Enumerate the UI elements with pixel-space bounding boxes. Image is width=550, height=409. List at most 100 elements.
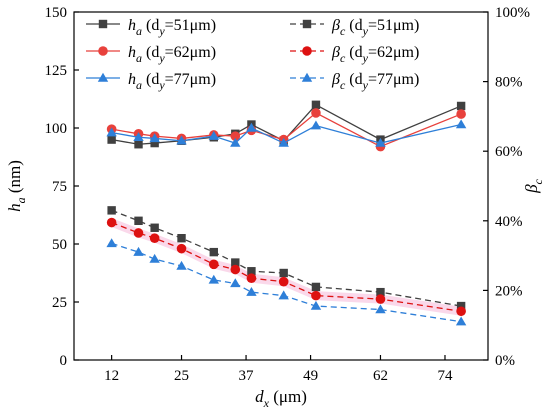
data-point xyxy=(455,316,467,326)
series xyxy=(107,206,466,311)
data-point xyxy=(311,282,321,292)
legend-item: ha (dy=77μm) xyxy=(86,71,216,92)
data-point xyxy=(375,294,386,304)
data-point xyxy=(133,246,144,256)
data-point xyxy=(311,108,321,118)
y-left-tick-label: 100 xyxy=(45,121,68,137)
y-right-tick-label: 20% xyxy=(495,283,523,299)
y-right-axis-label: βc xyxy=(522,178,545,193)
data-point xyxy=(311,290,321,301)
data-point xyxy=(375,137,386,147)
series-line xyxy=(111,209,462,307)
error-bands xyxy=(111,218,462,316)
data-point xyxy=(177,234,186,243)
y-left-axis-label: ha (nm) xyxy=(5,160,28,212)
x-tick-label: 25 xyxy=(174,368,189,384)
legend-label: ha (dy=77μm) xyxy=(128,71,216,92)
data-point xyxy=(106,217,117,228)
x-tick-label: 37 xyxy=(239,368,255,384)
y-left-tick-label: 150 xyxy=(45,5,68,21)
series-layer xyxy=(106,100,467,326)
data-point xyxy=(134,140,143,149)
data-point xyxy=(376,287,385,297)
legend-item: βc (dy=62μm) xyxy=(290,44,419,65)
legend-item: βc (dy=51μm) xyxy=(290,17,419,38)
data-point xyxy=(134,216,143,225)
legend-label: βc (dy=51μm) xyxy=(331,17,419,38)
data-point xyxy=(246,273,257,284)
legend-label: βc (dy=62μm) xyxy=(331,44,419,65)
x-tick-label: 49 xyxy=(303,368,318,384)
x-tick-label: 12 xyxy=(104,368,119,384)
data-point xyxy=(278,276,289,287)
data-point xyxy=(310,120,322,130)
y-left-tick-label: 0 xyxy=(60,353,68,369)
y-right-tick-label: 60% xyxy=(495,144,523,160)
series xyxy=(106,217,466,317)
y-left-tick-label: 50 xyxy=(52,237,67,253)
legend-item: ha (dy=62μm) xyxy=(86,44,216,65)
data-point xyxy=(230,137,241,147)
data-point xyxy=(278,137,289,147)
y-left-tick-label: 75 xyxy=(52,179,67,195)
series xyxy=(106,119,467,147)
data-point xyxy=(230,278,241,288)
legend-label: ha (dy=62μm) xyxy=(128,44,216,65)
y-right-tick-label: 40% xyxy=(495,214,523,230)
data-point xyxy=(455,119,467,129)
legend-swatch-marker xyxy=(302,46,312,56)
data-point xyxy=(247,267,256,276)
data-point xyxy=(106,238,117,248)
data-point xyxy=(278,290,289,300)
y-right-tick-label: 0% xyxy=(495,353,515,369)
data-point xyxy=(208,259,219,270)
data-point xyxy=(456,306,466,317)
x-tick-label: 62 xyxy=(373,368,388,384)
error-band xyxy=(111,218,462,316)
data-point xyxy=(176,243,187,254)
legend-swatch-marker xyxy=(98,46,108,56)
data-point xyxy=(246,122,257,132)
data-point xyxy=(107,135,116,144)
data-point xyxy=(209,247,218,257)
data-point xyxy=(231,258,240,267)
x-tick-label: 74 xyxy=(437,368,453,384)
data-point xyxy=(208,274,219,284)
legend-item: ha (dy=51μm) xyxy=(86,17,216,38)
data-point xyxy=(311,100,321,109)
legend-swatch-marker xyxy=(302,19,312,29)
data-point xyxy=(310,300,322,310)
data-point xyxy=(230,131,241,141)
data-point xyxy=(246,286,257,296)
legend-swatch-marker xyxy=(301,72,313,82)
data-point xyxy=(149,233,160,243)
data-point xyxy=(106,127,117,137)
data-point xyxy=(456,301,466,311)
legend: ha (dy=51μm) ha (dy=62μm) ha (dy=77μm) βc (… xyxy=(86,17,419,92)
legend-item: βc (dy=77μm) xyxy=(290,71,419,92)
data-point xyxy=(375,304,386,314)
data-point xyxy=(150,223,159,232)
data-point xyxy=(149,253,160,263)
axes: 0 25 50 75 100 125 150 0% 20% 40% 60% 80% 100% 12 25 37… xyxy=(5,5,545,409)
legend-swatch-marker xyxy=(98,19,108,29)
data-point xyxy=(230,264,241,275)
data-point xyxy=(133,228,144,238)
legend-label: βc (dy=77μm) xyxy=(331,71,419,92)
data-point xyxy=(149,133,160,143)
data-point xyxy=(150,138,159,148)
data-point xyxy=(107,206,116,215)
legend-swatch-marker xyxy=(97,72,109,82)
y-left-tick-label: 25 xyxy=(52,295,67,311)
x-axis-label: dx (μm) xyxy=(255,387,307,409)
data-point xyxy=(176,260,187,270)
data-point xyxy=(456,101,466,111)
data-point xyxy=(133,132,144,141)
data-point xyxy=(456,109,466,119)
y-right-tick-label: 80% xyxy=(495,75,523,91)
legend-label: ha (dy=51μm) xyxy=(128,17,216,38)
y-right-tick-label: 100% xyxy=(495,5,530,21)
y-left-tick-label: 125 xyxy=(45,63,68,79)
data-point xyxy=(176,135,187,145)
